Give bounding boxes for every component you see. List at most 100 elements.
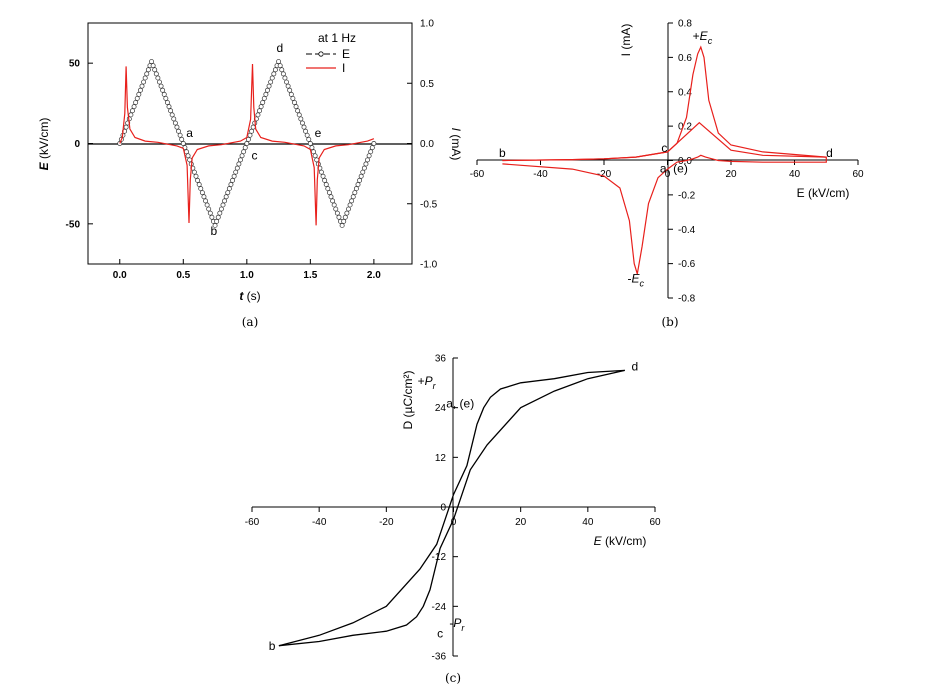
panel-a-xtick-label: 2.0 — [367, 270, 381, 281]
series-e-point — [311, 149, 316, 155]
panel-a-legend-i: I — [306, 61, 345, 75]
series-e-point — [347, 202, 353, 208]
panel-a-xtick-label: 0.0 — [113, 270, 127, 281]
panel-a-ylabel-var: E — [37, 161, 51, 170]
panel-a-y2tick-label: -0.5 — [420, 199, 438, 210]
series-e-point — [155, 75, 161, 81]
series-e-point — [287, 87, 293, 93]
panel-c-xtick-label: 40 — [582, 517, 594, 528]
panel-a-legend-e-label: E — [342, 47, 350, 61]
panel-a-xtick-label: 1.0 — [240, 270, 254, 281]
panel-a-xlabel-var: t — [239, 289, 244, 303]
series-e-point — [312, 153, 318, 159]
series-e-point — [195, 177, 201, 183]
series-e-point — [152, 67, 158, 73]
panel-a-caption: (a) — [242, 315, 259, 329]
series-e-point — [290, 95, 296, 101]
series-e-point — [241, 149, 247, 155]
series-e-point — [299, 120, 305, 126]
series-e-point — [306, 136, 312, 142]
panel-b-annotation: a, (e) — [660, 162, 688, 176]
series-e-point — [226, 186, 232, 192]
panel-a-y2tick-label: -1.0 — [420, 260, 438, 271]
annotation-sub: c — [708, 36, 713, 46]
series-e-point — [314, 157, 320, 163]
panel-c-caption: (c) — [445, 671, 461, 685]
series-e-point — [245, 136, 251, 142]
series-e-point — [207, 210, 213, 216]
series-e-point — [166, 104, 172, 110]
annotation-sub: r — [433, 381, 437, 391]
series-e-point — [196, 182, 202, 187]
series-e-point — [323, 182, 329, 187]
series-e-point — [193, 173, 199, 179]
annotation-var: P — [453, 616, 461, 630]
series-e-point — [185, 153, 191, 159]
panel-c-ylabel: D (µC/cm²) — [401, 371, 415, 430]
series-e-point — [263, 91, 269, 97]
series-e-point — [366, 153, 372, 159]
panel-a-annotation: d — [277, 41, 284, 55]
series-e-point — [163, 95, 169, 101]
series-e-point — [365, 157, 370, 163]
series-e-point — [257, 108, 262, 114]
panel-a-y2label-var: I — [449, 128, 463, 132]
series-e-point — [234, 165, 240, 171]
panel-a-legend-e-marker — [318, 51, 324, 57]
series-e-point — [330, 198, 336, 204]
panel-c-xlabel-unit: (kV/cm) — [602, 534, 647, 548]
annotation-var: E — [631, 272, 640, 286]
series-e-point — [149, 59, 154, 65]
panel-c-xtick-label: -40 — [312, 517, 327, 528]
series-e-point — [296, 112, 302, 118]
series-e-point — [271, 71, 277, 77]
panel-a-ylabel-unit: (kV/cm) — [37, 118, 51, 163]
series-e-point — [217, 210, 223, 216]
series-e-point — [333, 206, 339, 212]
series-e-point — [249, 128, 255, 134]
panel-b-ytick-label: -0.2 — [678, 190, 696, 201]
series-e-point — [280, 71, 286, 77]
panel-a-ytick-label: 0 — [74, 139, 80, 150]
series-e-point — [214, 218, 220, 224]
series-e-point — [276, 59, 282, 65]
panel-a-legend-e: E — [306, 47, 350, 61]
series-e-point — [176, 128, 181, 134]
panel-c-annotation: +Pr — [418, 374, 437, 391]
panel-b-ylabel: I (mA) — [619, 24, 633, 57]
panel-a-xtick-label: 0.5 — [176, 270, 190, 281]
panel-c-ytick-label: 36 — [435, 354, 447, 365]
series-e-point — [349, 198, 355, 204]
series-e-point — [269, 75, 275, 81]
panel-b-xtick-label: -60 — [470, 169, 485, 180]
panel-a-annotation: c — [251, 149, 257, 163]
series-e-point — [298, 116, 304, 122]
panel-c-annotation: d — [632, 359, 639, 373]
series-e-point — [331, 202, 337, 208]
series-e-point — [228, 182, 234, 187]
series-e-point — [218, 206, 224, 212]
series-e-point — [172, 120, 178, 126]
panel-a-legend-title: at 1 Hz — [318, 31, 356, 45]
panel-c-xtick-label: 20 — [515, 517, 527, 528]
series-e-point — [131, 104, 137, 110]
panel-a-ylabel: E (kV/cm) — [37, 118, 51, 171]
series-e-point — [284, 79, 289, 85]
series-e-point — [203, 198, 208, 204]
panel-b-ytick-label: -0.6 — [678, 259, 696, 270]
series-e-point — [212, 222, 218, 228]
panel-c-xlabel-var: E — [594, 534, 603, 548]
panel-b-annotations: b c da, (e)+Ec-Ec — [499, 29, 833, 288]
series-e-point — [206, 206, 212, 212]
panel-c-ytick-label: 0 — [440, 503, 446, 514]
series-e-point — [209, 214, 215, 220]
series-e-point — [341, 218, 347, 224]
series-e-point — [358, 173, 364, 179]
panel-b-ytick-label: -0.8 — [678, 294, 696, 305]
series-e-point — [268, 79, 274, 85]
series-e-point — [236, 161, 242, 167]
series-e-point — [179, 136, 185, 142]
panel-c-xtick-label: -20 — [379, 517, 394, 528]
series-e-point — [223, 194, 229, 200]
panel-a-ytick-label: 50 — [69, 59, 81, 70]
